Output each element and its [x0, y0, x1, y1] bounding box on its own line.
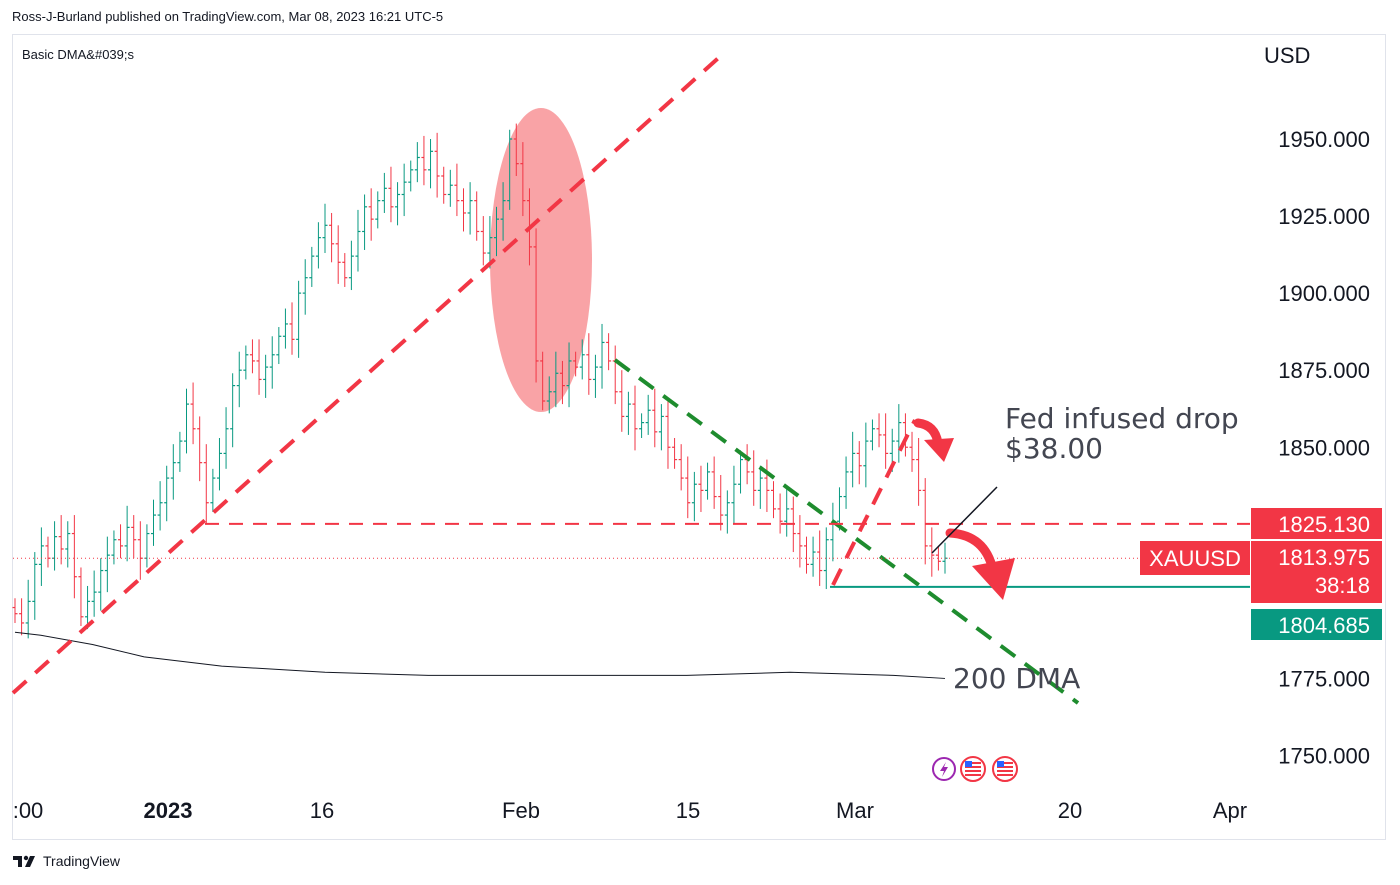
- us-flag-event-icon[interactable]: [992, 756, 1018, 782]
- symbol-text: XAUUSD: [1149, 546, 1241, 571]
- indicator-label: Basic DMA&#039;s: [22, 47, 134, 62]
- flag-canton: [965, 761, 972, 767]
- flag-stripe: [997, 774, 1013, 776]
- red-uptrend-line: [11, 50, 727, 695]
- resistance-price-tag[interactable]: [1251, 508, 1382, 539]
- green-downtrend-line: [613, 358, 1080, 705]
- x-tick-label: 16: [310, 798, 334, 823]
- symbol-tag[interactable]: [1140, 541, 1250, 575]
- y-tick-label: 1925.000: [1278, 204, 1370, 229]
- lightning-glyph: [940, 762, 948, 777]
- currency-label: USD: [1264, 43, 1310, 68]
- lightning-event-icon[interactable]: [932, 757, 956, 781]
- y-tick-label: 1875.000: [1278, 358, 1370, 383]
- y-tick-label: 1775.000: [1278, 666, 1370, 691]
- footer[interactable]: TradingView: [13, 853, 120, 869]
- resistance-price-text: 1825.130: [1278, 512, 1370, 537]
- x-tick-label: Apr: [1213, 798, 1247, 823]
- flag-stripe: [997, 766, 1013, 768]
- x-tick-label: Mar: [836, 798, 874, 823]
- y-tick-label: 1750.000: [1278, 744, 1370, 769]
- overlays-layer: [11, 50, 1250, 705]
- x-tick-label: 15: [676, 798, 700, 823]
- support-price-tag[interactable]: [1251, 609, 1382, 640]
- small-drop-arrow-head: [924, 438, 954, 462]
- chart-frame: [12, 34, 1386, 840]
- annotation-pointer: [931, 486, 998, 554]
- candles-layer: [12, 108, 948, 639]
- fed-drop-amount: $38.00: [1005, 432, 1103, 465]
- flag-stripe: [997, 770, 1013, 772]
- dma-200-line: [14, 631, 946, 679]
- support-price-text: 1804.685: [1278, 613, 1370, 638]
- x-tick-label: 20: [1058, 798, 1082, 823]
- fed-drop-title: Fed infused drop: [1005, 402, 1239, 435]
- last-price-text: 38:18: [1315, 573, 1370, 598]
- last-price-text: 1813.975: [1278, 545, 1370, 570]
- footer-brand: TradingView: [43, 853, 121, 869]
- x-tick-label: Feb: [502, 798, 540, 823]
- large-drop-arrow-head: [972, 558, 1015, 600]
- x-tick-label: :00: [13, 798, 44, 823]
- tradingview-logo-icon: [13, 855, 35, 867]
- dma-200-label: 200 DMA: [953, 662, 1080, 695]
- red-short-uptrend-line: [831, 419, 917, 586]
- flag-stripe: [997, 762, 1013, 764]
- flag-stripe: [965, 774, 981, 776]
- flag-canton: [997, 761, 1004, 767]
- y-tick-label: 1900.000: [1278, 281, 1370, 306]
- publisher-line: Ross-J-Burland published on TradingView.…: [12, 9, 444, 24]
- y-tick-label: 1850.000: [1278, 435, 1370, 460]
- flag-stripe: [965, 762, 981, 764]
- labels-layer: USD 1950.000 1925.000 1900.000 1875.000 1850.…: [13, 43, 1382, 823]
- flag-stripe: [965, 770, 981, 772]
- last-price-tag[interactable]: [1251, 541, 1382, 603]
- highlight-ellipse: [490, 108, 592, 412]
- us-flag-event-icon[interactable]: [960, 756, 986, 782]
- flag-event-circle: [960, 756, 986, 782]
- flag-stripe: [965, 766, 981, 768]
- y-tick-label: 1950.000: [1278, 127, 1370, 152]
- x-tick-label: 2023: [144, 798, 193, 823]
- flag-event-circle: [992, 756, 1018, 782]
